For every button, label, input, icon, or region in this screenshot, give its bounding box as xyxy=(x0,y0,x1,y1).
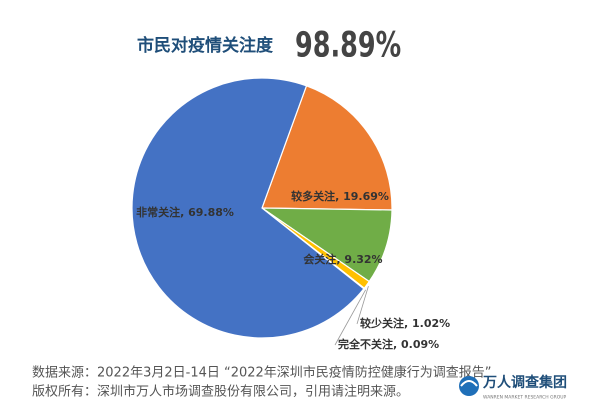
data-label: 非常关注, 69.88% xyxy=(136,205,234,219)
data-label: 较少关注, 1.02% xyxy=(360,316,450,330)
pie-slice xyxy=(131,77,365,339)
pie-slice xyxy=(260,207,393,283)
headline: 98.89% xyxy=(295,26,401,66)
logo-icon xyxy=(459,376,479,396)
data-label: 会关注, 9.32% xyxy=(303,252,382,266)
logo-sub: WANREN MARKET RESEARCH GROUP xyxy=(483,395,567,401)
data-label: 较多关注, 19.69% xyxy=(291,189,389,203)
leader-line xyxy=(334,289,366,346)
labels: 较多关注, 19.69% 会关注, 9.32% 较少关注, 1.02% 完全不关注, … xyxy=(136,189,450,351)
logo: 万人调查集团 WANREN MARKET RESEARCH GROUP xyxy=(459,374,567,401)
chart-title: 市民对疫情关注度 xyxy=(137,35,274,56)
leader-line xyxy=(356,285,369,325)
data-label: 完全不关注, 0.09% xyxy=(338,337,439,351)
logo-icon xyxy=(460,380,478,387)
pie xyxy=(131,77,393,339)
copyright: 版权所有：深圳市万人市场调查股份有限公司，引用请注明来源。 xyxy=(32,384,409,400)
logo-name: 万人调查集团 xyxy=(482,374,567,391)
pie-slice xyxy=(261,85,393,211)
source: 数据来源：2022年3月2日-14日 “2022年深圳市民疫情防控健康行为调查报… xyxy=(32,365,492,381)
